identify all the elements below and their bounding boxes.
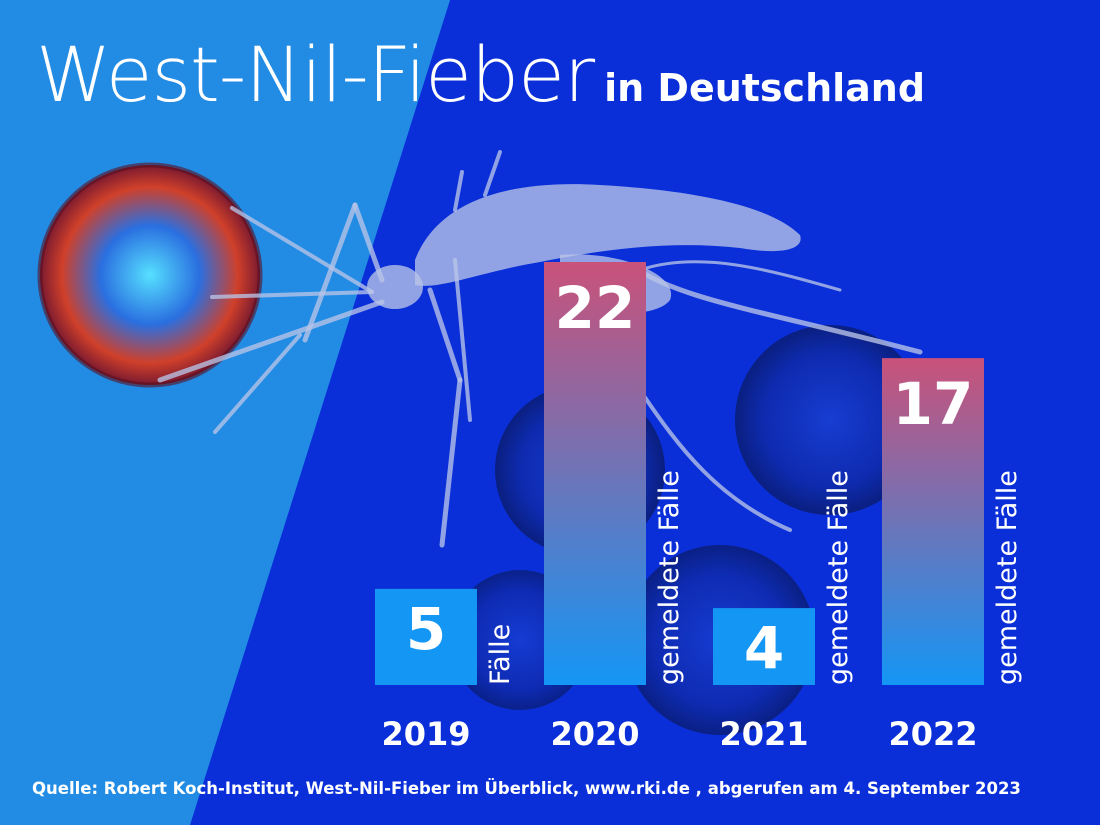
unit-label: gemeldete Fälle	[654, 470, 685, 685]
value-label: 4	[744, 614, 784, 682]
title-sub: in Deutschland	[604, 66, 926, 110]
unit-label: gemeldete Fälle	[992, 470, 1023, 685]
unit-label: gemeldete Fälle	[823, 470, 854, 685]
category-label: 2020	[550, 715, 639, 753]
bar-2020	[544, 262, 646, 685]
value-label: 5	[406, 595, 446, 663]
bar-2019	[375, 588, 477, 685]
bar-2021	[713, 608, 815, 685]
category-label: 2022	[888, 715, 977, 753]
value-label: 17	[893, 370, 974, 438]
virus-blob	[735, 325, 925, 515]
bar-2022	[882, 358, 984, 685]
unit-label: Fälle	[485, 624, 516, 685]
title-main: West-Nil-Fieber	[36, 30, 595, 119]
page-title: West-Nil-Fieber in Deutschland	[36, 30, 925, 119]
source-note: Quelle: Robert Koch-Institut, West-Nil-F…	[32, 779, 1021, 798]
virus-particle-icon	[40, 165, 260, 385]
category-label: 2019	[381, 715, 470, 753]
value-label: 22	[555, 274, 636, 342]
category-label: 2021	[719, 715, 808, 753]
